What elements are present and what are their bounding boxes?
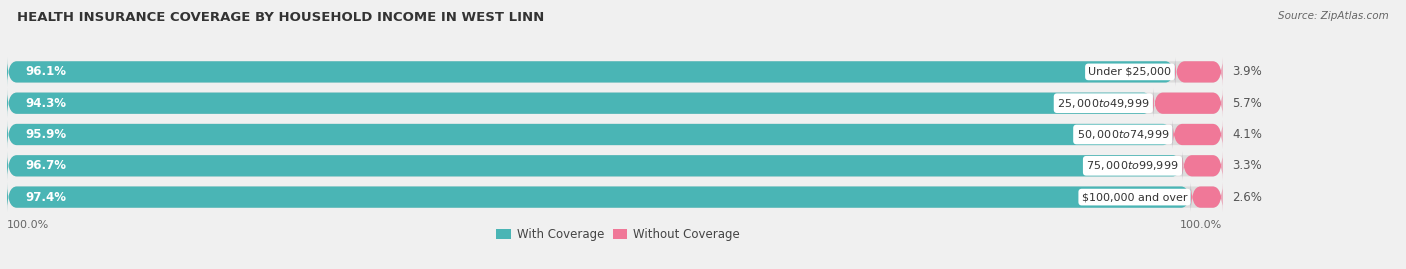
FancyBboxPatch shape [7,120,1222,149]
FancyBboxPatch shape [1173,120,1222,149]
Text: 97.4%: 97.4% [25,191,66,204]
Text: HEALTH INSURANCE COVERAGE BY HOUSEHOLD INCOME IN WEST LINN: HEALTH INSURANCE COVERAGE BY HOUSEHOLD I… [17,11,544,24]
Text: $100,000 and over: $100,000 and over [1081,192,1187,202]
Text: 100.0%: 100.0% [1180,220,1222,230]
FancyBboxPatch shape [7,151,1222,180]
Text: $75,000 to $99,999: $75,000 to $99,999 [1087,159,1178,172]
FancyBboxPatch shape [7,151,1182,180]
Text: Source: ZipAtlas.com: Source: ZipAtlas.com [1278,11,1389,21]
Text: 3.9%: 3.9% [1232,65,1263,78]
FancyBboxPatch shape [1175,58,1222,86]
FancyBboxPatch shape [1191,183,1222,211]
FancyBboxPatch shape [7,58,1222,86]
Legend: With Coverage, Without Coverage: With Coverage, Without Coverage [492,223,745,246]
Text: 96.7%: 96.7% [25,159,66,172]
FancyBboxPatch shape [7,58,1175,86]
Text: 4.1%: 4.1% [1232,128,1263,141]
FancyBboxPatch shape [7,89,1222,118]
FancyBboxPatch shape [1153,89,1222,118]
Text: $50,000 to $74,999: $50,000 to $74,999 [1077,128,1168,141]
Text: 94.3%: 94.3% [25,97,66,110]
Text: 5.7%: 5.7% [1232,97,1263,110]
Text: 96.1%: 96.1% [25,65,66,78]
Text: Under $25,000: Under $25,000 [1088,67,1171,77]
Text: 3.3%: 3.3% [1232,159,1261,172]
FancyBboxPatch shape [7,183,1191,211]
Text: 100.0%: 100.0% [7,220,49,230]
FancyBboxPatch shape [7,120,1173,149]
FancyBboxPatch shape [7,183,1222,211]
FancyBboxPatch shape [1182,151,1222,180]
Text: 95.9%: 95.9% [25,128,66,141]
FancyBboxPatch shape [7,89,1153,118]
Text: $25,000 to $49,999: $25,000 to $49,999 [1057,97,1150,110]
Text: 2.6%: 2.6% [1232,191,1263,204]
